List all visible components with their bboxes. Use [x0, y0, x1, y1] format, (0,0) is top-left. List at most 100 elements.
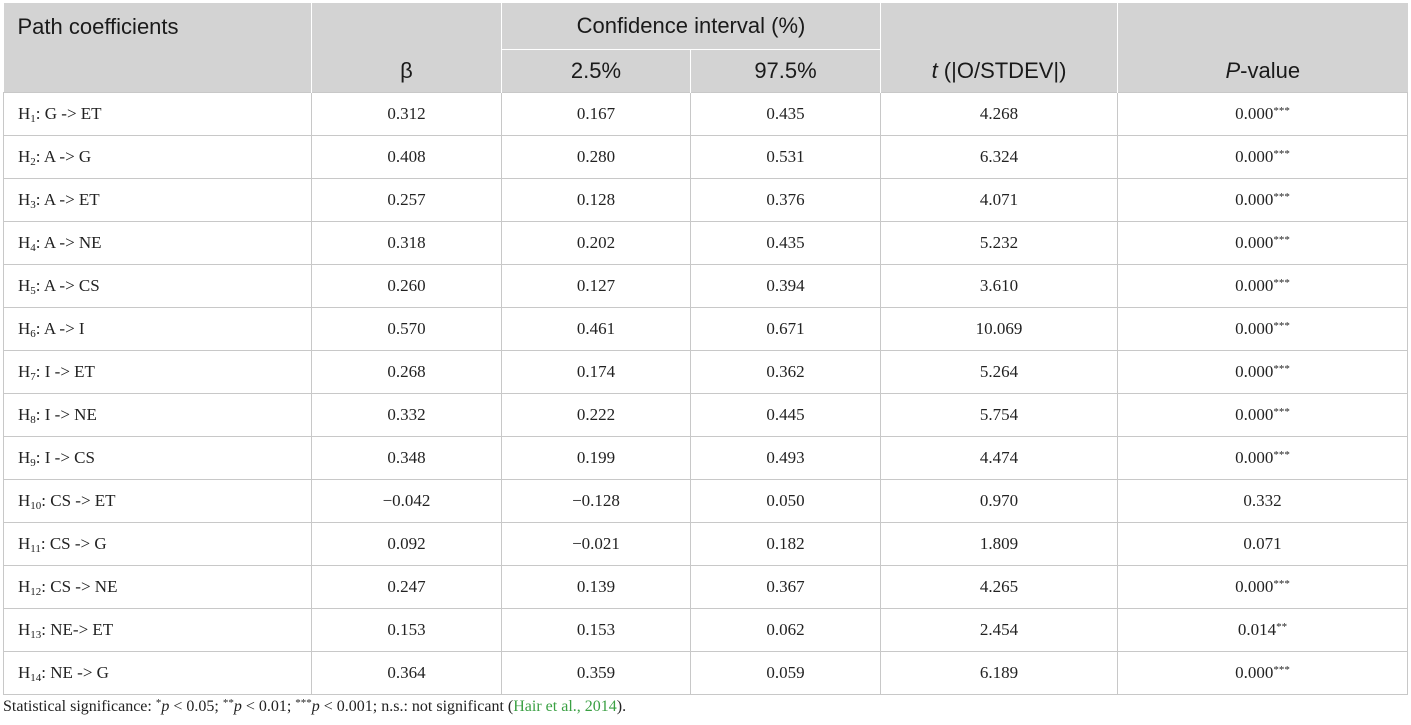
hypothesis-letter: H [18, 232, 31, 252]
table-row: H13: NE-> ET 0.153 0.153 0.062 2.454 0.014** [3, 608, 1409, 652]
results-table-container: Path coefficients Confidence interval (%… [3, 3, 1409, 695]
header-ci-upper: 97.5% [689, 49, 881, 93]
significance-stars: *** [1273, 363, 1290, 375]
t-stat-cell: 4.071 [880, 178, 1118, 222]
hypothesis-number: 9 [30, 456, 36, 469]
t-stat-cell: 6.189 [880, 651, 1118, 695]
t-stat-cell: 4.268 [880, 92, 1118, 136]
hypothesis-letter: H [18, 275, 31, 295]
header-empty-beta-top [311, 3, 502, 50]
header-t-statistic: t (|O/STDEV|) [880, 49, 1118, 93]
hypothesis-number: 14 [30, 671, 42, 684]
p-value: 0.000 [1235, 405, 1274, 424]
beta-cell: 0.348 [311, 436, 502, 480]
hypothesis-cell: H5: A -> CS [3, 264, 312, 308]
significance-stars: *** [1273, 191, 1290, 203]
hypothesis-letter: H [18, 619, 31, 639]
t-stat-cell: 4.265 [880, 565, 1118, 609]
significance-stars: *** [1273, 320, 1290, 332]
beta-cell: 0.318 [311, 221, 502, 265]
hypothesis-letter: H [18, 189, 31, 209]
hypothesis-number: 8 [30, 413, 36, 426]
hypothesis-letter: H [18, 146, 31, 166]
ci-lower-cell: −0.128 [501, 479, 691, 523]
ci-upper-cell: 0.367 [689, 565, 881, 609]
hypothesis-letter: H [18, 576, 31, 596]
p-value-cell: 0.000*** [1117, 135, 1409, 179]
p-value-cell: 0.014** [1117, 608, 1409, 652]
p-value-cell: 0.000*** [1117, 92, 1409, 136]
p-value: 0.000 [1235, 104, 1274, 123]
hypothesis-letter: H [18, 318, 31, 338]
p-value: 0.014 [1237, 620, 1277, 639]
path-coefficients-table: Path coefficients Confidence interval (%… [3, 3, 1409, 695]
hypothesis-path: : G -> ET [35, 103, 102, 123]
hypothesis-cell: H9: I -> CS [3, 436, 312, 480]
hypothesis-number: 3 [30, 198, 36, 211]
beta-cell: −0.042 [311, 479, 502, 523]
table-row: H8: I -> NE 0.332 0.222 0.445 5.754 0.000*** [3, 393, 1409, 437]
t-symbol: t [931, 57, 938, 83]
t-stat-cell: 5.264 [880, 350, 1118, 394]
p-value-cell: 0.000*** [1117, 350, 1409, 394]
footnote-lead: Statistical significance: [3, 698, 156, 715]
t-stat-cell: 0.970 [880, 479, 1118, 523]
hypothesis-letter: H [18, 361, 31, 381]
header-confidence-interval: Confidence interval (%) [500, 3, 881, 50]
beta-cell: 0.570 [311, 307, 502, 351]
beta-cell: 0.408 [311, 135, 502, 179]
p-value: 0.000 [1235, 319, 1274, 338]
hypothesis-path: : A -> I [35, 318, 85, 338]
ci-upper-cell: 0.531 [689, 135, 881, 179]
citation-link[interactable]: Hair et al., 2014 [513, 698, 617, 715]
hypothesis-path: : A -> CS [35, 275, 100, 295]
significance-stars: *** [1273, 406, 1290, 418]
hypothesis-path: : CS -> NE [41, 576, 118, 596]
hypothesis-cell: H4: A -> NE [3, 221, 312, 265]
beta-cell: 0.092 [311, 522, 502, 566]
hypothesis-path: : A -> ET [35, 189, 100, 209]
table-row: H5: A -> CS 0.260 0.127 0.394 3.610 0.000*** [3, 264, 1409, 308]
p-value-cell: 0.000*** [1117, 565, 1409, 609]
t-stat-cell: 5.232 [880, 221, 1118, 265]
p-value: 0.000 [1235, 233, 1274, 252]
p-value-cell: 0.000*** [1117, 307, 1409, 351]
hypothesis-cell: H12: CS -> NE [3, 565, 312, 609]
footnote-star3: *** [295, 697, 312, 709]
t-stat-cell: 4.474 [880, 436, 1118, 480]
ci-lower-cell: 0.202 [501, 221, 691, 265]
hypothesis-path: : NE-> ET [41, 619, 114, 639]
significance-stars: *** [1273, 578, 1290, 590]
hypothesis-letter: H [18, 404, 31, 424]
ci-lower-cell: 0.167 [501, 92, 691, 136]
hypothesis-number: 1 [30, 112, 36, 125]
hypothesis-cell: H8: I -> NE [3, 393, 312, 437]
hypothesis-path: : NE -> G [41, 662, 109, 682]
table-row: H12: CS -> NE 0.247 0.139 0.367 4.265 0.000**… [3, 565, 1409, 609]
ci-upper-cell: 0.394 [689, 264, 881, 308]
ci-lower-cell: 0.280 [501, 135, 691, 179]
t-stat-cell: 3.610 [880, 264, 1118, 308]
footnote-star1: * [155, 697, 162, 709]
table-footnote: Statistical significance: *p < 0.05; **p… [3, 697, 626, 716]
footnote-star2: ** [222, 697, 234, 709]
ci-lower-cell: 0.461 [501, 307, 691, 351]
table-header: Path coefficients Confidence interval (%… [3, 3, 1408, 93]
significance-stars: ** [1276, 621, 1288, 633]
footnote-text1: < 0.05; [169, 698, 223, 715]
p-label: -value [1240, 57, 1301, 83]
hypothesis-letter: H [18, 662, 31, 682]
hypothesis-cell: H13: NE-> ET [3, 608, 312, 652]
header-empty-t-top [880, 3, 1118, 50]
hypothesis-path: : I -> NE [35, 404, 97, 424]
beta-cell: 0.312 [311, 92, 502, 136]
ci-lower-cell: 0.139 [501, 565, 691, 609]
hypothesis-number: 6 [30, 327, 36, 340]
hypothesis-number: 5 [30, 284, 36, 297]
footnote-p1: p [161, 698, 170, 715]
header-p-value: P-value [1117, 49, 1408, 93]
table-row: H11: CS -> G 0.092 −0.021 0.182 1.809 0.071 [3, 522, 1409, 566]
ci-upper-cell: 0.671 [689, 307, 881, 351]
hypothesis-letter: H [18, 490, 31, 510]
hypothesis-path: : I -> ET [35, 361, 95, 381]
